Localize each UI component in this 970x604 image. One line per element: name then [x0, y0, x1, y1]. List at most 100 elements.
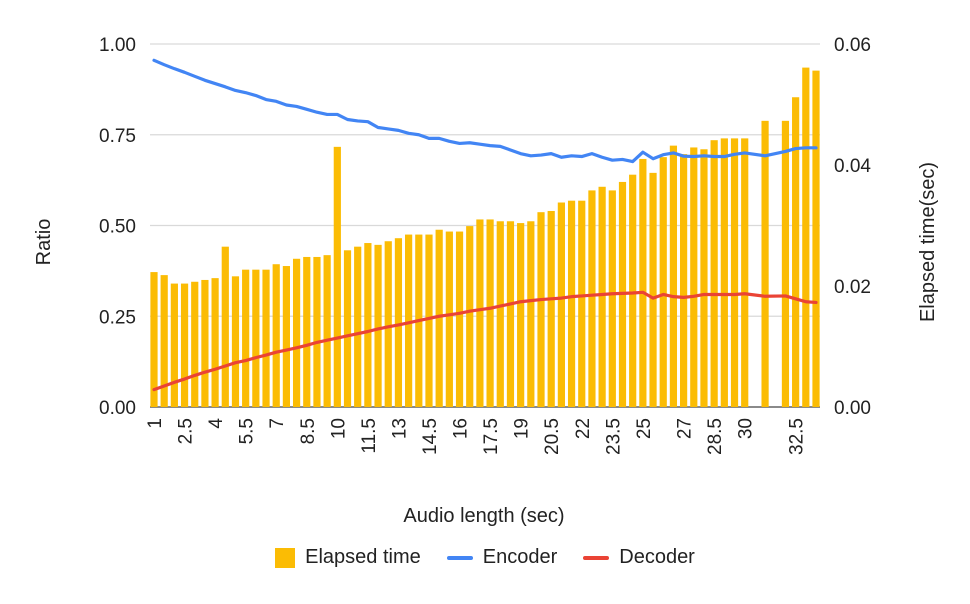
left-tick-label: 1.00 [99, 35, 136, 56]
elapsed-bar [272, 264, 280, 407]
left-tick-label: 0.00 [99, 398, 136, 419]
encoder-line [152, 58, 818, 164]
x-tick-label: 2.5 [176, 418, 197, 444]
x-tick-label: 17.5 [481, 418, 502, 455]
elapsed-bar [435, 229, 443, 407]
elapsed-bar [629, 174, 637, 407]
elapsed-bar [354, 246, 362, 407]
x-tick-label: 4 [206, 418, 227, 429]
elapsed-bar [252, 269, 260, 407]
elapsed-bar [242, 269, 250, 407]
elapsed-bar [455, 231, 464, 407]
elapsed-bar [659, 157, 667, 407]
left-tick-label: 0.50 [99, 217, 136, 238]
elapsed-bar [303, 256, 311, 407]
x-tick-label: 20.5 [542, 418, 563, 455]
elapsed-bar [496, 221, 504, 407]
x-tick-label: 25 [634, 418, 655, 439]
x-tick-label: 27 [675, 418, 696, 439]
elapsed-bar [405, 234, 413, 407]
legend-swatch-elapsed [275, 547, 296, 568]
legend-swatch-encoder [446, 555, 473, 560]
line-series [152, 58, 818, 392]
elapsed-bar [680, 154, 688, 407]
x-tick-label: 5.5 [237, 418, 258, 444]
x-tick-label: 7 [267, 418, 288, 429]
elapsed-bar [730, 138, 739, 407]
elapsed-bar [690, 147, 698, 407]
x-tick-label: 10 [328, 418, 349, 439]
elapsed-bar [802, 67, 810, 407]
elapsed-bar [374, 244, 382, 407]
elapsed-bar [649, 172, 657, 407]
elapsed-bar [333, 146, 341, 407]
gridlines [150, 43, 820, 408]
elapsed-bar [567, 200, 576, 407]
elapsed-bar [557, 202, 565, 407]
x-tick-label: 19 [512, 418, 533, 439]
x-tick-label: 14.5 [420, 418, 441, 455]
elapsed-bar [781, 120, 790, 408]
elapsed-bar [313, 256, 321, 407]
elapsed-bar [262, 269, 270, 407]
elapsed-bar [517, 223, 525, 407]
x-axis-ticks: 1 2.5 4 5.5 7 8.5 10 11.5 13 14.5 16 17.5 19 20.5 22 23… [145, 418, 808, 455]
elapsed-bar [741, 138, 749, 407]
decoder-line [152, 290, 818, 392]
x-tick-label: 13 [389, 418, 410, 439]
elapsed-bar [527, 221, 535, 407]
right-axis-title: Elapsed time(sec) [917, 162, 939, 322]
right-axis-ticks: 0.00 0.02 0.04 0.06 [834, 35, 871, 419]
elapsed-bar [191, 281, 199, 407]
elapsed-bar [343, 250, 352, 407]
elapsed-bar [506, 221, 515, 407]
elapsed-bar [537, 212, 545, 407]
elapsed-bar [761, 120, 769, 408]
legend-label-decoder: Decoder [619, 546, 695, 568]
elapsed-bar [394, 238, 403, 407]
elapsed-bar [710, 140, 718, 407]
elapsed-bar [700, 149, 708, 407]
left-tick-label: 0.75 [99, 126, 136, 147]
legend-item-decoder: Decoder [583, 546, 695, 569]
legend-item-encoder: Encoder [446, 546, 558, 569]
x-tick-label: 30 [736, 418, 757, 439]
elapsed-bar [486, 219, 494, 407]
legend-label-elapsed: Elapsed time [305, 546, 421, 568]
elapsed-bar [445, 231, 453, 407]
x-tick-label: 16 [451, 418, 472, 439]
elapsed-bar [170, 283, 178, 407]
elapsed-bar [476, 219, 484, 407]
right-tick-label: 0.02 [834, 277, 871, 298]
x-tick-label: 32.5 [787, 418, 808, 455]
elapsed-time-bars [150, 67, 820, 408]
legend-item-elapsed: Elapsed time [275, 546, 421, 569]
elapsed-bar [425, 234, 433, 407]
x-axis-title: Audio length (sec) [403, 505, 564, 527]
right-tick-label: 0.00 [834, 398, 871, 419]
elapsed-bar [323, 255, 331, 407]
elapsed-bar [669, 145, 678, 407]
elapsed-bar [160, 275, 168, 407]
elapsed-bar [792, 97, 800, 408]
elapsed-bar [211, 278, 219, 407]
left-axis-title: Ratio [33, 219, 55, 266]
legend-label-encoder: Encoder [482, 546, 558, 568]
left-axis-ticks: 0.00 0.25 0.50 0.75 1.00 [99, 35, 136, 419]
elapsed-bar [282, 266, 290, 407]
elapsed-bar [812, 70, 820, 408]
elapsed-bar [608, 190, 616, 407]
x-tick-label: 1 [145, 418, 166, 429]
elapsed-bar [578, 200, 586, 407]
elapsed-bar [292, 258, 301, 407]
elapsed-bar [639, 158, 647, 407]
x-tick-label: 11.5 [359, 418, 380, 454]
elapsed-bar [588, 190, 596, 407]
x-tick-label: 8.5 [298, 418, 319, 444]
elapsed-bar [150, 272, 158, 407]
right-tick-label: 0.06 [834, 35, 871, 56]
elapsed-bar [221, 246, 229, 407]
elapsed-bar [720, 138, 728, 407]
x-tick-label: 23.5 [603, 418, 624, 455]
